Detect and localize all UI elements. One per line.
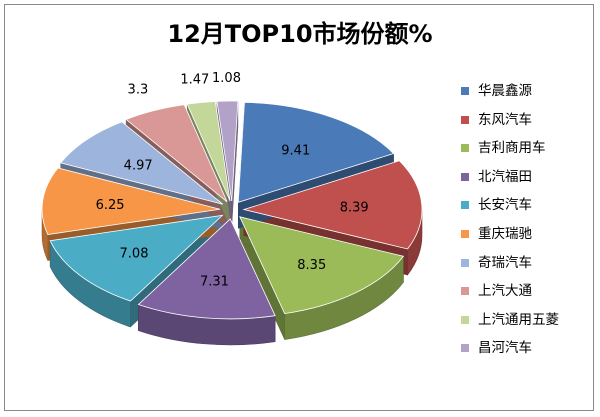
legend-swatch — [461, 172, 469, 181]
value-label-10: 1.08 — [212, 71, 241, 86]
value-label-9: 1.47 — [180, 73, 209, 88]
legend-item: 东风汽车 — [461, 111, 596, 140]
pie-slice-3 — [239, 216, 405, 315]
pie-slice-5 — [49, 214, 224, 302]
value-label-2: 8.39 — [340, 200, 369, 215]
pie-labels: 9.41 8.39 8.35 7.31 7.08 6.25 4.97 3.3 1.47 1.08 — [96, 71, 369, 289]
value-label-3: 8.35 — [297, 258, 326, 273]
value-label-4: 7.31 — [200, 274, 229, 289]
value-label-7: 4.97 — [124, 158, 153, 173]
legend-label: 昌河汽车 — [478, 340, 532, 357]
legend-item: 上汽通用五菱 — [461, 311, 596, 340]
chart-title: 12月TOP10市场份额% — [167, 20, 433, 48]
legend-label: 东风汽车 — [478, 111, 532, 128]
legend-swatch — [461, 87, 469, 95]
legend-label: 长安汽车 — [478, 197, 532, 214]
legend-item: 奇瑞汽车 — [461, 254, 596, 283]
legend-swatch — [461, 344, 469, 353]
legend-swatch — [461, 258, 469, 267]
pie-slice-2 — [242, 160, 423, 250]
pie-tops — [41, 100, 423, 320]
legend-swatch — [461, 315, 469, 324]
value-label-8: 3.3 — [128, 83, 149, 98]
legend-swatch — [461, 115, 469, 124]
pie-slice-8 — [125, 104, 228, 203]
pie-slice-4 — [137, 218, 276, 320]
value-label-1: 9.41 — [281, 143, 310, 158]
legend-swatch — [461, 201, 469, 210]
legend-item: 长安汽车 — [461, 196, 596, 225]
legend-item: 上汽大通 — [461, 282, 596, 311]
legend-label: 重庆瑞驰 — [478, 225, 532, 242]
legend-swatch — [461, 287, 469, 296]
pie-slice-7 — [59, 121, 224, 205]
legend-label: 上汽通用五菱 — [478, 311, 559, 328]
value-label-5: 7.08 — [120, 247, 149, 262]
legend-item: 吉利商用车 — [461, 139, 596, 168]
pie-slice-6 — [41, 167, 221, 236]
pie-slice-10 — [216, 100, 239, 202]
legend-label: 吉利商用车 — [478, 140, 546, 157]
legend-item: 华晨鑫源 — [461, 82, 596, 111]
legend-item: 北汽福田 — [461, 168, 596, 197]
legend-label: 奇瑞汽车 — [478, 254, 532, 271]
pie-slice-1 — [237, 101, 395, 203]
legend-item: 重庆瑞驰 — [461, 225, 596, 254]
pie-slice-9 — [186, 101, 231, 202]
legend: 华晨鑫源东风汽车吉利商用车北汽福田长安汽车重庆瑞驰奇瑞汽车上汽大通上汽通用五菱昌… — [461, 82, 596, 368]
value-label-6: 6.25 — [96, 198, 125, 213]
legend-label: 上汽大通 — [478, 283, 532, 300]
legend-swatch — [461, 144, 469, 153]
legend-label: 北汽福田 — [478, 168, 532, 185]
legend-item: 昌河汽车 — [461, 339, 596, 368]
legend-label: 华晨鑫源 — [478, 83, 532, 99]
legend-swatch — [461, 229, 469, 238]
